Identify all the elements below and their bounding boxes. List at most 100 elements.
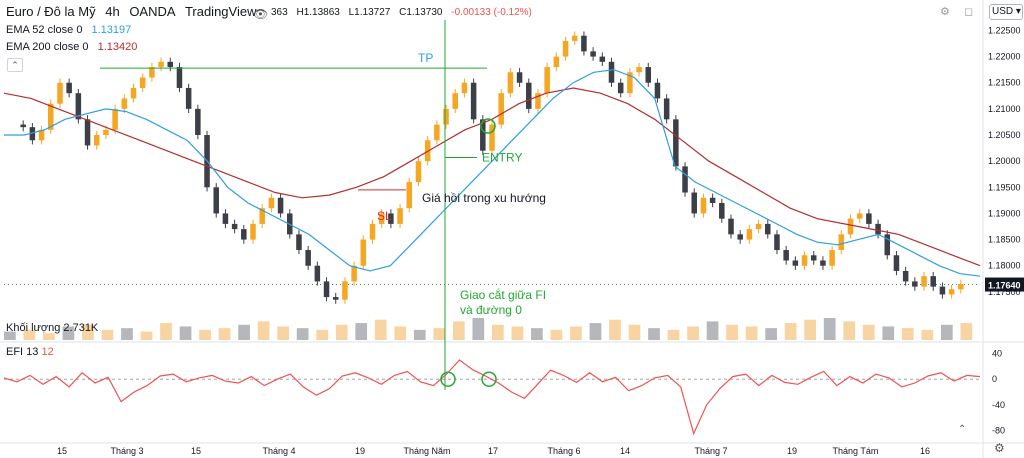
- candle-body: [498, 93, 504, 125]
- volume-bar: [257, 321, 270, 340]
- maximize-icon[interactable]: ◻: [964, 6, 974, 18]
- volume-bar: [765, 328, 777, 340]
- time-tick-label: 14: [620, 446, 630, 456]
- candle-body: [958, 284, 964, 290]
- scroll-up-icon: ⌃: [958, 424, 966, 435]
- efi-label: EFI 13: [6, 346, 39, 358]
- volume-legend[interactable]: Khối lượng 2.731K: [6, 322, 98, 334]
- efi-line: [3, 359, 981, 436]
- candle-body: [388, 213, 394, 224]
- time-tick-label: 15: [57, 446, 67, 456]
- volume-bar: [43, 333, 55, 340]
- volume-bar: [101, 329, 114, 340]
- volume-bar: [745, 326, 758, 340]
- volume-bar: [452, 321, 465, 340]
- time-tick-label: Tháng 7: [695, 446, 728, 456]
- price-tick-label: 1.22000: [988, 52, 1021, 62]
- candle-body: [755, 223, 762, 230]
- volume-bar: [589, 323, 602, 340]
- candle-body: [654, 82, 661, 99]
- candle-body: [930, 276, 936, 287]
- candle-body: [415, 161, 422, 183]
- efi-legend[interactable]: EFI 13 12: [6, 346, 54, 358]
- candle-body: [112, 108, 118, 130]
- ema200-legend[interactable]: EMA 200 close 0 1.13420: [6, 41, 143, 53]
- volume-bar: [394, 326, 407, 340]
- volume-bar: [316, 329, 329, 340]
- volume-bar: [901, 328, 914, 340]
- candle-body: [342, 281, 348, 300]
- price-tick-label: 1.21000: [988, 104, 1021, 114]
- candle-body: [369, 223, 376, 240]
- candle-body: [682, 166, 688, 193]
- volume-bar: [179, 326, 192, 340]
- candle-body: [921, 276, 927, 287]
- candle-body: [351, 265, 357, 282]
- volume-bar: [687, 326, 699, 340]
- candle-body: [360, 239, 367, 266]
- candle-body: [195, 108, 201, 136]
- candle-body: [176, 67, 183, 88]
- candle-body: [332, 297, 339, 300]
- candle-body: [810, 255, 817, 261]
- candle-body: [250, 223, 256, 240]
- candle-body: [185, 87, 192, 109]
- candle-body: [222, 213, 229, 224]
- volume-bar: [784, 323, 797, 340]
- candle-body: [103, 129, 109, 136]
- candle-body: [149, 67, 155, 78]
- price-tick-label: 1.19500: [988, 182, 1021, 192]
- time-tick-label: Tháng 4: [263, 446, 296, 456]
- candle-body: [314, 265, 321, 282]
- price-tick-label: 1.21500: [988, 78, 1021, 88]
- time-tick-label: 15: [191, 446, 201, 456]
- time-tick-label: Tháng 6: [548, 446, 581, 456]
- candle-body: [645, 67, 652, 83]
- candle-body: [66, 82, 72, 94]
- efi-tick-label: 0: [992, 374, 997, 384]
- candle-body: [902, 270, 909, 282]
- volume-bar: [940, 324, 953, 340]
- crossover-label-line1: Giao cắt giữa FI: [460, 287, 546, 302]
- efi-tick-label: -40: [992, 400, 1005, 410]
- symbol-header[interactable]: Euro / Đô la Mỹ 4h OANDA TradingView: [6, 4, 262, 19]
- settings-icon[interactable]: ⚙: [940, 6, 950, 18]
- eye-icon[interactable]: 👁: [253, 7, 269, 21]
- axis-settings-icon: ⚙: [994, 441, 1005, 455]
- candle-body: [452, 93, 458, 109]
- candle-body: [562, 40, 569, 57]
- volume-bar: [726, 324, 738, 340]
- price-cross-circle: [480, 118, 496, 134]
- symbol-name: Euro / Đô la Mỹ: [6, 4, 96, 19]
- collapse-legend-button[interactable]: ⌃: [7, 58, 23, 72]
- candle-body: [75, 93, 82, 120]
- volume-bar: [492, 324, 504, 340]
- candle-body: [139, 77, 146, 88]
- currency-button[interactable]: USD ▾: [989, 4, 1023, 20]
- candle-body: [838, 234, 845, 251]
- interval-label: 4h: [105, 4, 120, 19]
- candle-body: [792, 260, 799, 266]
- candle-body: [277, 197, 284, 214]
- candle-body: [121, 98, 128, 109]
- volume-bar: [667, 329, 680, 340]
- candle-body: [829, 250, 835, 266]
- volume-bar: [199, 329, 211, 340]
- ema52-legend[interactable]: EMA 52 close 0 1.13197: [6, 24, 137, 36]
- volume-bar: [335, 324, 348, 340]
- volume-bar: [706, 321, 719, 340]
- time-tick-label: Tháng 3: [111, 446, 144, 456]
- volume-bar: [550, 329, 563, 340]
- candle-body: [443, 108, 449, 125]
- change-value: -0.00133 (-0.12%): [451, 7, 532, 18]
- candle-body: [434, 124, 440, 141]
- volume-bar: [843, 321, 856, 340]
- efi-cross-circle-1: [440, 371, 456, 387]
- candle-body: [636, 67, 642, 73]
- volume-label: Khối lượng: [6, 322, 61, 334]
- candle-body: [719, 202, 725, 219]
- volume-bar: [374, 319, 387, 340]
- price-tick-label: 1.19000: [988, 208, 1021, 218]
- candle-body: [461, 82, 468, 94]
